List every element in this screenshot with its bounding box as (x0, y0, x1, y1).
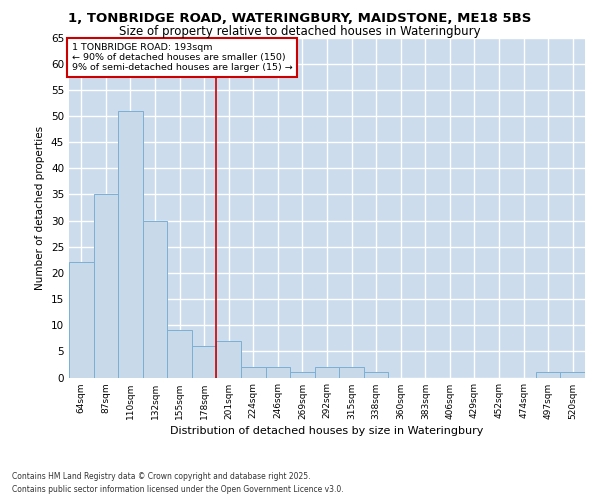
Bar (143, 220, 167, 378)
Bar (167, 330, 192, 378)
Bar (290, 372, 315, 378)
Bar (94, 194, 118, 378)
Bar (364, 372, 388, 378)
Bar (69, 262, 94, 378)
Y-axis label: Number of detached properties: Number of detached properties (35, 126, 46, 290)
Bar (339, 367, 364, 378)
Bar (560, 372, 585, 378)
Text: Contains public sector information licensed under the Open Government Licence v3: Contains public sector information licen… (12, 485, 344, 494)
Text: 1, TONBRIDGE ROAD, WATERINGBURY, MAIDSTONE, ME18 5BS: 1, TONBRIDGE ROAD, WATERINGBURY, MAIDSTO… (68, 12, 532, 24)
Bar (217, 341, 241, 378)
Bar (315, 367, 339, 378)
Text: Size of property relative to detached houses in Wateringbury: Size of property relative to detached ho… (119, 25, 481, 38)
Text: 1 TONBRIDGE ROAD: 193sqm
← 90% of detached houses are smaller (150)
9% of semi-d: 1 TONBRIDGE ROAD: 193sqm ← 90% of detach… (71, 42, 292, 72)
Bar (192, 346, 217, 378)
Bar (266, 367, 290, 378)
X-axis label: Distribution of detached houses by size in Wateringbury: Distribution of detached houses by size … (170, 426, 484, 436)
Bar (536, 372, 560, 378)
Bar (118, 110, 143, 378)
Text: Contains HM Land Registry data © Crown copyright and database right 2025.: Contains HM Land Registry data © Crown c… (12, 472, 311, 481)
Bar (241, 367, 266, 378)
